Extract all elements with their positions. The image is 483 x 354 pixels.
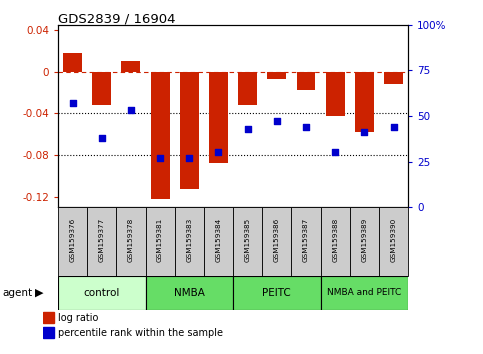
Bar <box>63 53 82 72</box>
Bar <box>384 72 403 84</box>
Text: percentile rank within the sample: percentile rank within the sample <box>58 327 223 338</box>
Text: log ratio: log ratio <box>58 313 98 322</box>
FancyBboxPatch shape <box>175 207 204 276</box>
Text: GSM159390: GSM159390 <box>391 218 397 262</box>
Text: control: control <box>84 288 120 298</box>
Bar <box>180 72 199 189</box>
Point <box>127 108 135 113</box>
Text: NMBA and PEITC: NMBA and PEITC <box>327 289 401 297</box>
Text: GSM159376: GSM159376 <box>70 218 75 262</box>
Text: GDS2839 / 16904: GDS2839 / 16904 <box>58 12 175 25</box>
Point <box>69 100 76 106</box>
Text: GSM159381: GSM159381 <box>157 218 163 262</box>
Bar <box>355 72 374 132</box>
FancyBboxPatch shape <box>204 207 233 276</box>
FancyBboxPatch shape <box>379 207 408 276</box>
Text: NMBA: NMBA <box>174 288 205 298</box>
Bar <box>92 72 111 105</box>
Bar <box>43 312 54 323</box>
FancyBboxPatch shape <box>58 276 145 310</box>
Point <box>273 119 281 124</box>
Text: PEITC: PEITC <box>262 288 291 298</box>
FancyBboxPatch shape <box>233 207 262 276</box>
Point <box>302 124 310 130</box>
FancyBboxPatch shape <box>87 207 116 276</box>
FancyBboxPatch shape <box>145 276 233 310</box>
FancyBboxPatch shape <box>145 207 175 276</box>
FancyBboxPatch shape <box>321 207 350 276</box>
FancyBboxPatch shape <box>262 207 291 276</box>
Point <box>331 150 339 155</box>
Point <box>360 130 368 135</box>
Point <box>214 150 222 155</box>
FancyBboxPatch shape <box>58 207 87 276</box>
Text: ▶: ▶ <box>35 288 44 298</box>
Point <box>390 124 398 130</box>
FancyBboxPatch shape <box>321 276 408 310</box>
Text: GSM159389: GSM159389 <box>361 218 368 262</box>
Bar <box>209 72 228 163</box>
Bar <box>151 72 170 199</box>
Bar <box>43 327 54 338</box>
Text: GSM159383: GSM159383 <box>186 218 192 262</box>
Bar <box>121 61 141 72</box>
Text: GSM159386: GSM159386 <box>274 218 280 262</box>
FancyBboxPatch shape <box>116 207 145 276</box>
Text: GSM159385: GSM159385 <box>244 218 251 262</box>
Point <box>156 155 164 161</box>
Point <box>98 135 106 141</box>
Bar <box>297 72 315 90</box>
Point <box>244 126 252 132</box>
Point <box>185 155 193 161</box>
FancyBboxPatch shape <box>233 276 321 310</box>
Bar <box>267 72 286 79</box>
Bar <box>238 72 257 105</box>
FancyBboxPatch shape <box>350 207 379 276</box>
Text: agent: agent <box>2 288 32 298</box>
Text: GSM159377: GSM159377 <box>99 218 105 262</box>
Text: GSM159378: GSM159378 <box>128 218 134 262</box>
FancyBboxPatch shape <box>291 207 321 276</box>
Bar <box>326 72 345 116</box>
Text: GSM159388: GSM159388 <box>332 218 338 262</box>
Text: GSM159387: GSM159387 <box>303 218 309 262</box>
Text: GSM159384: GSM159384 <box>215 218 222 262</box>
